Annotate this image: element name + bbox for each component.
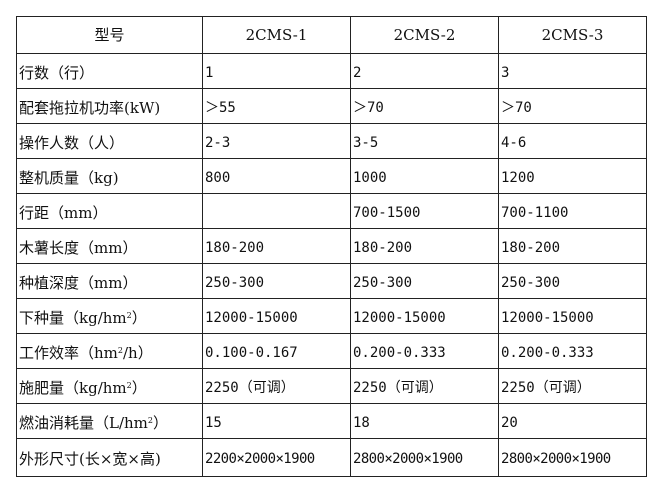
row-label: 工作效率（hm2/h） [16,333,203,369]
cell-value: 18 [350,403,499,439]
cell-value: ＞70 [498,88,647,124]
cell-value: 1 [202,53,351,89]
cell-value: 2250（可调） [202,368,351,404]
cell-value: 0.200-0.333 [498,333,647,369]
row-label: 外形尺寸(长×宽×高) [16,438,203,477]
cell-value: 12000-15000 [350,298,499,334]
row-label: 操作人数（人） [16,123,203,159]
row-label-text: 工作效率（hm [19,343,118,362]
cell-value: 2250（可调） [350,368,499,404]
table-row: 工作效率（hm2/h） 0.100-0.167 0.200-0.333 0.20… [16,333,647,369]
row-label-text: ） [131,378,147,397]
row-label: 行距（mm） [16,193,203,229]
row-label-text: /h） [122,343,153,362]
row-label: 配套拖拉机功率(kW) [16,88,203,124]
header-col-2cms-3: 2CMS-3 [498,16,647,54]
cell-value: 0.200-0.333 [350,333,499,369]
cell-value: 700-1500 [350,193,499,229]
spec-table: 型号 2CMS-1 2CMS-2 2CMS-3 行数（行） 1 2 3 配套拖拉… [16,16,647,477]
row-label: 施肥量（kg/hm2） [16,368,203,404]
cell-value: 250-300 [350,263,499,299]
superscript: 2 [147,415,153,425]
cell-value: 2200×2000×1900 [202,438,351,477]
cell-value: 700-1100 [498,193,647,229]
header-col-2cms-2: 2CMS-2 [350,16,499,54]
cell-value: 20 [498,403,647,439]
cell-value: 3-5 [350,123,499,159]
row-label-text: ） [131,308,147,327]
table-row: 配套拖拉机功率(kW) ＞55 ＞70 ＞70 [16,88,647,124]
cell-value: 3 [498,53,647,89]
cell-value: 2-3 [202,123,351,159]
cell-value: 0.100-0.167 [202,333,351,369]
cell-value: ＞70 [350,88,499,124]
row-label-text: 施肥量（kg/hm [19,378,127,397]
cell-value: 180-200 [498,228,647,264]
table-row: 行距（mm） 700-1500 700-1100 [16,193,647,229]
cell-value: 180-200 [350,228,499,264]
table-row: 燃油消耗量（L/hm2） 15 18 20 [16,403,647,439]
row-label-text: 燃油消耗量（L/hm [19,413,148,432]
cell-value: 800 [202,158,351,194]
cell-value: 15 [202,403,351,439]
header-col-2cms-1: 2CMS-1 [202,16,351,54]
table-row: 种植深度（mm） 250-300 250-300 250-300 [16,263,647,299]
row-label: 下种量（kg/hm2） [16,298,203,334]
table-row: 木薯长度（mm） 180-200 180-200 180-200 [16,228,647,264]
cell-value: 4-6 [498,123,647,159]
row-label: 燃油消耗量（L/hm2） [16,403,203,439]
table-row: 施肥量（kg/hm2） 2250（可调） 2250（可调） 2250（可调） [16,368,647,404]
row-label: 行数（行） [16,53,203,89]
cell-value: 250-300 [498,263,647,299]
cell-value: 180-200 [202,228,351,264]
cell-value: 2800×2000×1900 [350,438,499,477]
cell-value [202,193,351,229]
table-row: 行数（行） 1 2 3 [16,53,647,89]
cell-value: 1000 [350,158,499,194]
row-label: 木薯长度（mm） [16,228,203,264]
cell-value: ＞55 [202,88,351,124]
row-label-text: ） [153,413,169,432]
superscript: 2 [117,345,123,355]
cell-value: 2 [350,53,499,89]
superscript: 2 [126,380,132,390]
row-label-text: 下种量（kg/hm [19,308,127,327]
header-model: 型号 [16,16,203,54]
cell-value: 1200 [498,158,647,194]
cell-value: 250-300 [202,263,351,299]
superscript: 2 [126,310,132,320]
table-row: 整机质量（kg) 800 1000 1200 [16,158,647,194]
table-row: 外形尺寸(长×宽×高) 2200×2000×1900 2800×2000×190… [16,438,647,477]
row-label: 整机质量（kg) [16,158,203,194]
cell-value: 12000-15000 [498,298,647,334]
cell-value: 2250（可调） [498,368,647,404]
table-row: 操作人数（人） 2-3 3-5 4-6 [16,123,647,159]
header-row: 型号 2CMS-1 2CMS-2 2CMS-3 [16,16,647,54]
cell-value: 12000-15000 [202,298,351,334]
row-label: 种植深度（mm） [16,263,203,299]
cell-value: 2800×2000×1900 [498,438,647,477]
table-row: 下种量（kg/hm2） 12000-15000 12000-15000 1200… [16,298,647,334]
